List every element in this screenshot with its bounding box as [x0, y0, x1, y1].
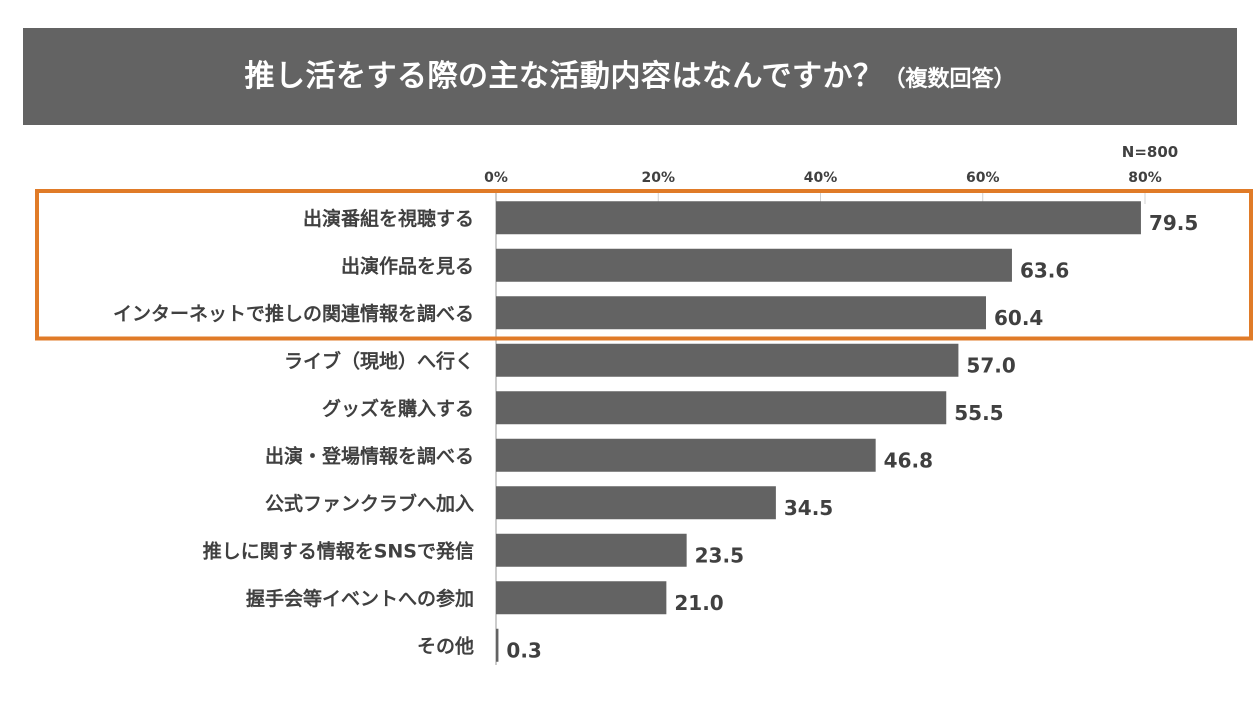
- tick-label-80: 80%: [1128, 170, 1162, 186]
- bar-2: [496, 296, 986, 330]
- bar-7: [496, 533, 687, 567]
- category-label-3: ライブ（現地）へ行く: [284, 349, 474, 372]
- category-label-6: 公式ファンクラブへ加入: [265, 492, 474, 515]
- category-label-0: 出演番組を視聴する: [303, 207, 474, 230]
- bar-9: [496, 628, 499, 662]
- value-label-4: 55.5: [954, 401, 1003, 425]
- value-label-3: 57.0: [966, 353, 1015, 377]
- category-label-9: その他: [417, 634, 474, 657]
- bar-4: [496, 391, 947, 425]
- value-label-1: 63.6: [1020, 258, 1069, 282]
- tick-label-0: 0%: [484, 170, 508, 186]
- value-label-0: 79.5: [1149, 211, 1198, 235]
- category-label-1: 出演作品を見る: [341, 254, 474, 277]
- bar-0: [496, 201, 1141, 235]
- tick-label-40: 40%: [804, 170, 838, 186]
- value-label-7: 23.5: [695, 543, 744, 567]
- highlight-box: [35, 189, 1253, 341]
- tick-label-60: 60%: [966, 170, 1000, 186]
- category-label-2: インターネットで推しの関連情報を調べる: [113, 302, 474, 325]
- highlight-layer: [35, 189, 1253, 341]
- category-label-8: 握手会等イベントへの参加: [246, 587, 474, 610]
- value-label-8: 21.0: [674, 591, 723, 615]
- bar-1: [496, 248, 1012, 282]
- tick-label-20: 20%: [641, 170, 675, 186]
- bar-3: [496, 343, 959, 377]
- bar-6: [496, 486, 776, 520]
- title-banner: 推し活をする際の主な活動内容はなんですか？（複数回答）: [23, 28, 1237, 125]
- chart-title: 推し活をする際の主な活動内容はなんですか？: [244, 59, 884, 94]
- value-label-9: 0.3: [506, 638, 541, 662]
- sample-size-label: N=800: [1121, 143, 1179, 161]
- bars-layer: [496, 201, 1141, 662]
- bar-5: [496, 438, 876, 472]
- labels-layer: 0% 20% 40% 60% 80% 出演番組を視聴する 79.5 出演作品を見る 63.6 イン…: [113, 170, 1198, 662]
- value-label-6: 34.5: [784, 496, 833, 520]
- chart-subtitle: （複数回答）: [883, 67, 1016, 92]
- category-label-7: 推しに関する情報をSNSで発信: [203, 539, 474, 562]
- category-label-5: 出演・登場情報を調べる: [265, 444, 474, 467]
- value-label-2: 60.4: [994, 306, 1043, 330]
- category-label-4: グッズを購入する: [322, 397, 474, 420]
- bar-8: [496, 581, 667, 615]
- value-label-5: 46.8: [884, 448, 933, 472]
